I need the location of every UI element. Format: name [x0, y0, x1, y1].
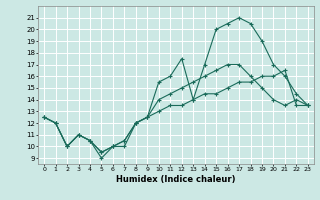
- X-axis label: Humidex (Indice chaleur): Humidex (Indice chaleur): [116, 175, 236, 184]
